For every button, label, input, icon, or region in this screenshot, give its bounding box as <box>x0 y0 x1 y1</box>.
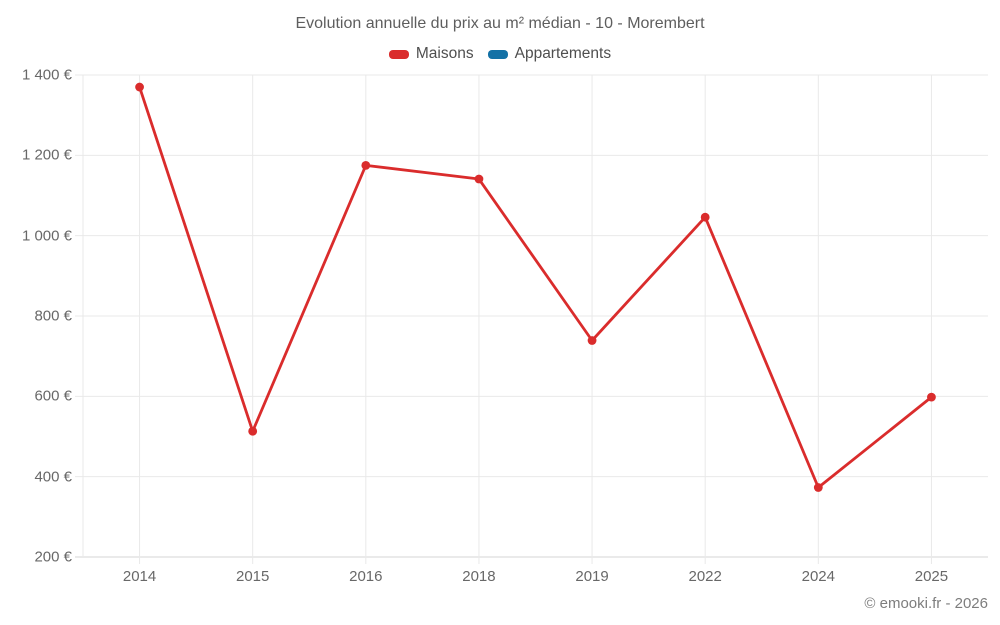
data-point-maisons-2025[interactable] <box>927 392 936 402</box>
legend-swatch-appartements <box>487 49 508 59</box>
legend-item-appartements[interactable]: Appartements <box>487 45 612 63</box>
legend-label: Maisons <box>415 45 474 62</box>
x-axis-tick-label: 2016 <box>349 568 383 585</box>
data-point-maisons-2015[interactable] <box>248 426 258 436</box>
data-point-maisons-2018[interactable] <box>474 174 484 184</box>
data-point-maisons-2019[interactable] <box>587 336 597 345</box>
x-axis-tick-label: 2014 <box>122 568 157 585</box>
legend-swatch-maisons <box>388 49 409 59</box>
copyright-text: © emooki.fr - 2026 <box>864 595 988 612</box>
y-axis-tick-label: 800 € <box>34 307 72 325</box>
y-axis-tick-label: 1 400 € <box>21 66 72 84</box>
data-point-maisons-2016[interactable] <box>361 160 371 170</box>
y-axis-tick-label: 200 € <box>34 548 72 566</box>
x-axis-tick-label: 2019 <box>575 568 609 585</box>
legend-item-maisons[interactable]: Maisons <box>388 45 474 63</box>
chart-legend: Maisons Appartements <box>0 45 1000 63</box>
x-axis-tick-label: 2015 <box>236 568 270 585</box>
y-axis-tick-label: 400 € <box>34 468 72 486</box>
series-line-maisons <box>138 85 933 489</box>
data-point-maisons-2022[interactable] <box>700 212 710 222</box>
data-point-maisons-2014[interactable] <box>135 82 144 92</box>
x-axis-tick-label: 2024 <box>801 568 835 585</box>
y-axis-tick-label: 1 200 € <box>21 146 72 164</box>
data-point-maisons-2024[interactable] <box>813 483 823 492</box>
x-axis-tick-label: 2018 <box>462 568 496 585</box>
x-axis-tick-label: 2025 <box>914 568 949 585</box>
x-axis-tick-label: 2022 <box>688 568 722 585</box>
y-axis-tick-label: 600 € <box>34 387 72 405</box>
legend-label: Appartements <box>514 45 612 62</box>
y-axis-tick-label: 1 000 € <box>21 227 72 245</box>
chart-title: Evolution annuelle du prix au m² médian … <box>295 15 705 32</box>
